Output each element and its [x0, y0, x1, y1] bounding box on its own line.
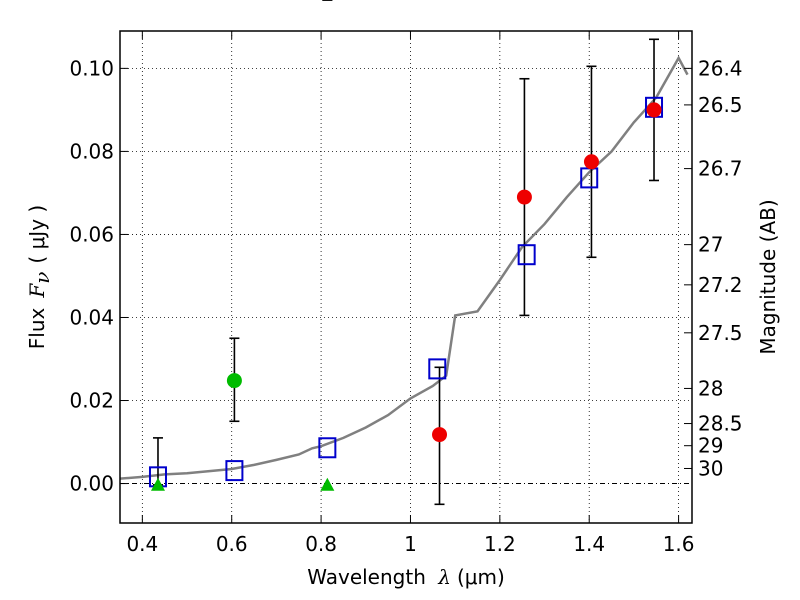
upper-limit-triangle — [320, 477, 335, 491]
plot-frame — [119, 30, 693, 524]
model-photometry-square — [428, 358, 447, 380]
y-tick-label: 0.02 — [69, 389, 114, 413]
x-tick-label: 1 — [404, 532, 417, 556]
y2-tick-label: 26.7 — [698, 157, 743, 181]
y-tick-label: 0.08 — [69, 139, 114, 163]
y2-tick-label: 28 — [698, 376, 723, 400]
y2-tick-label: 29 — [698, 434, 723, 458]
y2-tick-label: 27.2 — [698, 273, 743, 297]
x-tick-label: 1.4 — [573, 532, 605, 556]
model-photometry-square — [318, 437, 337, 459]
y2-tick-label: 27.5 — [698, 321, 743, 345]
flux-point — [583, 154, 599, 170]
y2-axis-title: Magnitude (AB) — [756, 199, 780, 354]
y-tick-label: 0.10 — [69, 56, 114, 80]
x-tick-label: 1.6 — [663, 532, 695, 556]
y-tick-label: 0.04 — [69, 305, 114, 329]
x-tick-label: 0.4 — [126, 532, 158, 556]
x-tick-label: 0.8 — [305, 532, 337, 556]
model-photometry-square — [517, 244, 536, 266]
marker-layer — [148, 96, 664, 491]
y2-tick-label: 28.5 — [698, 412, 743, 436]
y2-tick-label: 26.4 — [698, 56, 743, 80]
flux-point — [516, 189, 532, 205]
x-tick-label: 1.2 — [484, 532, 516, 556]
y-tick-label: 0.00 — [69, 472, 114, 496]
upper-limit-triangle — [150, 477, 165, 491]
y2-tick-label: 26.5 — [698, 93, 743, 117]
flux-point — [432, 427, 448, 443]
y-tick-label: 0.06 — [69, 222, 114, 246]
y2-tick-label: 30 — [698, 456, 723, 480]
x-axis-title: Wavelength λ (μm) — [307, 565, 505, 589]
tick-layer: 0.4 0.6 0.8 1 1.2 1.4 1.6 0.00 0.02 0.04 0.06 0.08 0… — [69, 31, 743, 556]
flux-point — [646, 102, 662, 118]
y2-tick-label: 27 — [698, 233, 723, 257]
flux-point — [226, 373, 242, 389]
y-axis-title: FluxFν( μJy ) — [25, 205, 54, 349]
model-photometry-square — [225, 460, 244, 482]
x-tick-label: 0.6 — [216, 532, 248, 556]
